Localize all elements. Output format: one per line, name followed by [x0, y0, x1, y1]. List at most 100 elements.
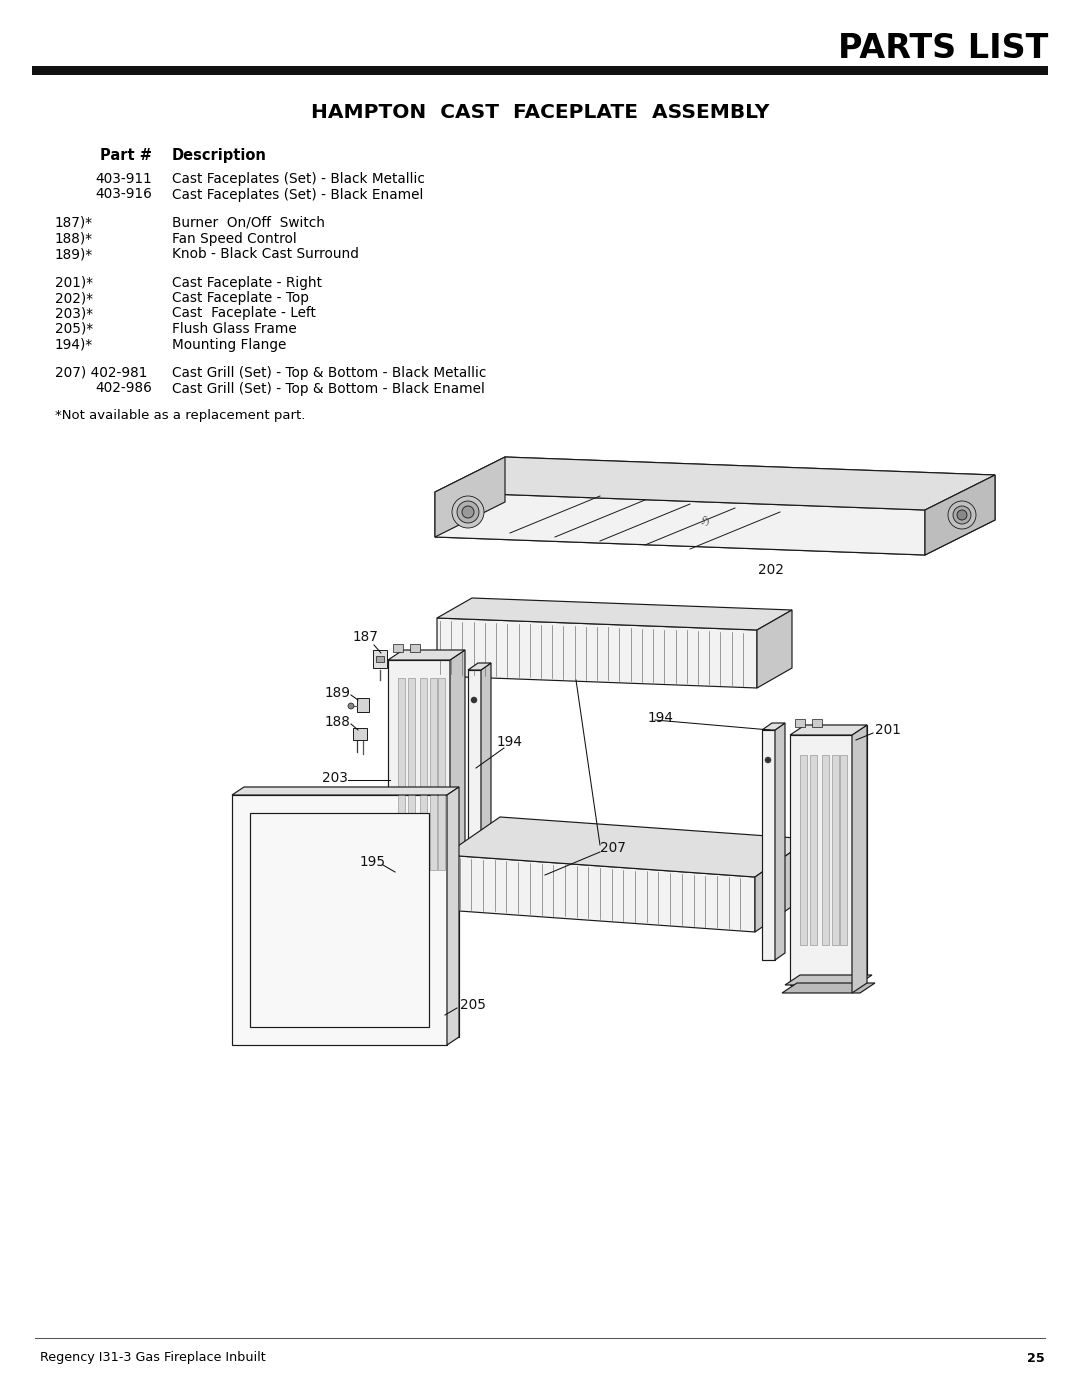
Circle shape: [453, 496, 484, 528]
Circle shape: [948, 502, 976, 529]
Polygon shape: [762, 731, 775, 960]
Text: 187)*: 187)*: [55, 217, 93, 231]
Polygon shape: [388, 659, 450, 900]
Polygon shape: [481, 664, 491, 890]
Text: 202: 202: [758, 563, 784, 577]
Text: 402-986: 402-986: [95, 381, 152, 395]
Text: Cast Faceplates (Set) - Black Metallic: Cast Faceplates (Set) - Black Metallic: [172, 172, 424, 186]
Polygon shape: [822, 754, 829, 944]
Text: PARTS LIST: PARTS LIST: [838, 32, 1048, 64]
Polygon shape: [840, 754, 847, 944]
Polygon shape: [468, 671, 481, 890]
Circle shape: [348, 703, 354, 710]
Polygon shape: [800, 754, 807, 944]
Polygon shape: [232, 787, 459, 795]
Polygon shape: [420, 678, 427, 870]
Text: Part #: Part #: [100, 148, 152, 163]
Polygon shape: [435, 457, 995, 510]
Text: 403-916: 403-916: [95, 187, 152, 201]
Text: Fan Speed Control: Fan Speed Control: [172, 232, 297, 246]
Text: Cast Faceplate - Top: Cast Faceplate - Top: [172, 291, 309, 305]
Circle shape: [462, 506, 474, 518]
Polygon shape: [249, 813, 429, 1027]
Text: Cast Faceplate - Right: Cast Faceplate - Right: [172, 275, 322, 289]
Polygon shape: [782, 983, 875, 993]
Text: 194: 194: [497, 735, 523, 749]
Circle shape: [957, 510, 967, 520]
Text: 189)*: 189)*: [55, 247, 93, 261]
Polygon shape: [805, 725, 867, 975]
Text: Regency I31-3 Gas Fireplace Inbuilt: Regency I31-3 Gas Fireplace Inbuilt: [40, 1351, 266, 1365]
Text: 188: 188: [325, 715, 351, 729]
Polygon shape: [505, 457, 995, 520]
Polygon shape: [435, 492, 924, 555]
Text: 203)*: 203)*: [55, 306, 93, 320]
Bar: [357, 698, 369, 712]
Polygon shape: [832, 754, 839, 944]
Text: 189: 189: [325, 686, 351, 700]
Text: ℌ: ℌ: [701, 515, 710, 525]
Polygon shape: [232, 795, 447, 1045]
Text: 205: 205: [460, 997, 486, 1011]
Polygon shape: [810, 754, 816, 944]
Polygon shape: [445, 855, 755, 932]
Bar: [373, 650, 387, 668]
Text: HAMPTON  CAST  FACEPLATE  ASSEMBLY: HAMPTON CAST FACEPLATE ASSEMBLY: [311, 102, 769, 122]
Polygon shape: [388, 650, 465, 659]
Text: 188)*: 188)*: [55, 232, 93, 246]
Circle shape: [953, 506, 971, 524]
Text: Burner  On/Off  Switch: Burner On/Off Switch: [172, 217, 325, 231]
Polygon shape: [924, 475, 995, 555]
Polygon shape: [437, 617, 757, 687]
Polygon shape: [789, 725, 867, 735]
Circle shape: [457, 502, 480, 522]
Polygon shape: [408, 678, 415, 870]
Text: 194)*: 194)*: [55, 338, 93, 352]
Polygon shape: [438, 678, 445, 870]
Circle shape: [765, 757, 771, 763]
Polygon shape: [244, 787, 459, 1037]
Text: 195: 195: [360, 855, 387, 869]
Text: Cast Grill (Set) - Top & Bottom - Black Metallic: Cast Grill (Set) - Top & Bottom - Black …: [172, 366, 486, 380]
Text: Knob - Black Cast Surround: Knob - Black Cast Surround: [172, 247, 359, 261]
Text: Description: Description: [172, 148, 267, 163]
Text: 207: 207: [600, 841, 626, 855]
Polygon shape: [430, 678, 437, 870]
Text: Flush Glass Frame: Flush Glass Frame: [172, 321, 297, 337]
Polygon shape: [445, 817, 810, 877]
Text: 203: 203: [322, 771, 348, 785]
Text: Cast Grill (Set) - Top & Bottom - Black Enamel: Cast Grill (Set) - Top & Bottom - Black …: [172, 381, 485, 395]
Bar: [376, 657, 384, 662]
Bar: [812, 719, 822, 726]
Bar: [353, 728, 367, 740]
Bar: [393, 644, 403, 652]
Polygon shape: [757, 610, 792, 687]
Polygon shape: [762, 724, 785, 731]
Polygon shape: [789, 735, 852, 985]
Text: 25: 25: [1027, 1351, 1045, 1365]
Polygon shape: [388, 890, 465, 900]
Text: 201)*: 201)*: [55, 275, 93, 289]
Bar: [32, 66, 1048, 75]
Polygon shape: [755, 840, 810, 932]
Text: Mounting Flange: Mounting Flange: [172, 338, 286, 352]
Text: Cast Faceplates (Set) - Black Enamel: Cast Faceplates (Set) - Black Enamel: [172, 187, 423, 201]
Polygon shape: [435, 502, 995, 555]
Polygon shape: [437, 598, 792, 630]
Polygon shape: [450, 650, 465, 900]
Text: 194: 194: [648, 711, 674, 725]
Text: Cast  Faceplate - Left: Cast Faceplate - Left: [172, 306, 315, 320]
Polygon shape: [785, 975, 872, 985]
Text: 202)*: 202)*: [55, 291, 93, 305]
Text: *Not available as a replacement part.: *Not available as a replacement part.: [55, 409, 306, 422]
Polygon shape: [852, 725, 867, 993]
Bar: [410, 644, 420, 652]
Polygon shape: [468, 664, 491, 671]
Text: 187: 187: [353, 630, 379, 644]
Text: 403-911: 403-911: [95, 172, 152, 186]
Bar: [795, 719, 805, 726]
Text: 201: 201: [875, 724, 901, 738]
Polygon shape: [447, 787, 459, 1045]
Circle shape: [471, 697, 477, 703]
Polygon shape: [399, 678, 405, 870]
